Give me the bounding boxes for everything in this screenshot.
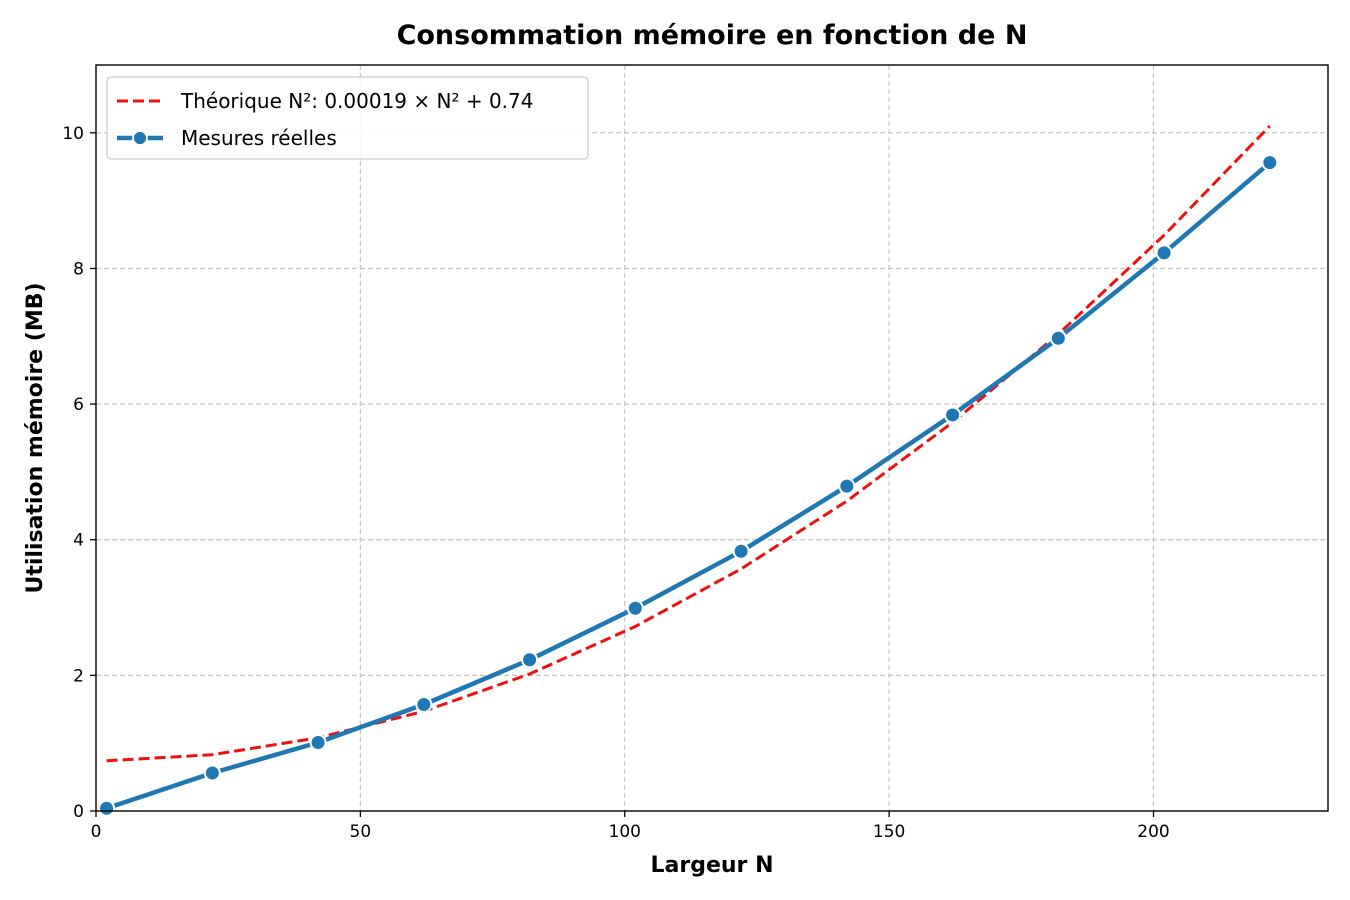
- measure-line: [105, 160, 1272, 811]
- x-tick-label: 150: [873, 822, 905, 842]
- y-tick-label: 4: [73, 531, 84, 551]
- measure-series: [98, 154, 1279, 817]
- measure-point: [626, 599, 644, 617]
- grid: [96, 65, 1328, 811]
- theory-series: [106, 124, 1271, 763]
- x-axis-label: Largeur N: [651, 853, 774, 878]
- legend-measure-marker: [132, 130, 148, 146]
- y-tick-label: 2: [73, 666, 84, 686]
- measure-point: [415, 696, 433, 714]
- measure-point: [732, 542, 750, 560]
- measure-point: [1155, 244, 1173, 262]
- chart-title: Consommation mémoire en fonction de N: [397, 20, 1028, 51]
- theory-line: [106, 124, 1271, 763]
- measure-point: [98, 799, 116, 817]
- measure-point: [309, 734, 327, 752]
- legend-theory-label: Théorique N²: 0.00019 × N² + 0.74: [180, 89, 533, 113]
- y-tick-label: 0: [73, 802, 84, 822]
- measure-point: [203, 764, 221, 782]
- x-tick-label: 0: [91, 822, 102, 842]
- x-tick-label: 200: [1137, 822, 1169, 842]
- y-tick-label: 8: [73, 259, 84, 279]
- y-axis-label: Utilisation mémoire (MB): [23, 282, 48, 593]
- legend-measure-label: Mesures réelles: [181, 126, 337, 150]
- plot-frame: [95, 64, 1329, 812]
- measure-point: [944, 406, 962, 424]
- measure-point: [1049, 329, 1067, 347]
- axis-ticks: 0 50 100 150 200 0 2 4 6 8 10: [62, 124, 1169, 842]
- legend: Théorique N²: 0.00019 × N² + 0.74 Mesure…: [106, 76, 589, 160]
- measure-point: [838, 477, 856, 495]
- y-tick-label: 6: [73, 395, 84, 415]
- y-tick-label: 10: [62, 124, 84, 144]
- x-tick-label: 50: [350, 822, 372, 842]
- x-tick-label: 100: [609, 822, 641, 842]
- legend-box: [106, 76, 589, 160]
- measure-point: [1261, 154, 1279, 172]
- measure-point: [521, 651, 539, 669]
